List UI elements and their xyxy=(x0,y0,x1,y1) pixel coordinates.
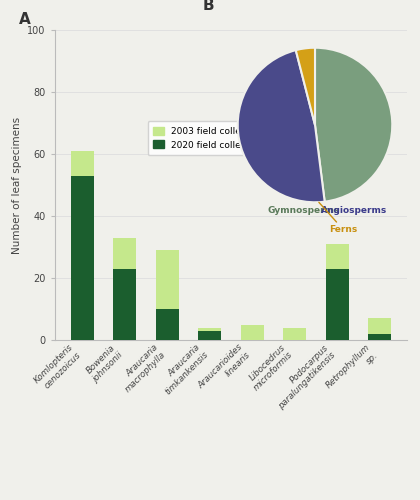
Bar xyxy=(326,268,349,340)
Wedge shape xyxy=(238,50,325,203)
Text: Ferns: Ferns xyxy=(319,202,357,234)
Bar xyxy=(71,176,94,340)
Bar xyxy=(368,334,391,340)
Bar xyxy=(326,244,349,340)
Legend: 2003 field collection, 2020 field collection: 2003 field collection, 2020 field collec… xyxy=(147,122,269,155)
Y-axis label: Number of leaf specimens: Number of leaf specimens xyxy=(12,116,22,254)
Wedge shape xyxy=(315,48,392,202)
Text: Angiosperms: Angiosperms xyxy=(321,206,387,215)
Text: A: A xyxy=(19,12,31,27)
Bar xyxy=(113,268,136,340)
Bar xyxy=(198,330,221,340)
Bar xyxy=(368,318,391,340)
Bar xyxy=(71,151,94,340)
Bar xyxy=(283,328,307,340)
Text: B: B xyxy=(203,0,215,13)
Text: Gymnosperms: Gymnosperms xyxy=(267,206,339,215)
Wedge shape xyxy=(296,48,315,125)
Bar xyxy=(155,309,179,340)
Bar xyxy=(198,328,221,340)
Bar xyxy=(241,324,264,340)
Bar xyxy=(113,238,136,340)
Bar xyxy=(155,250,179,340)
